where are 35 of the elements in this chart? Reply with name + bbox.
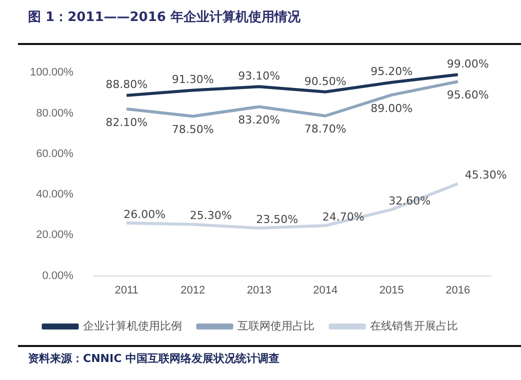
data-label: 93.10% [238, 69, 280, 82]
y-tick-label: 20.00% [36, 229, 74, 242]
data-label: 91.30% [172, 73, 214, 86]
legend-label: 互联网使用占比 [237, 320, 314, 333]
y-tick-label: 0.00% [42, 270, 74, 282]
x-tick-label: 2012 [180, 284, 206, 296]
data-label: 78.70% [304, 122, 346, 136]
data-label: 82.10% [106, 116, 148, 129]
legend-label: 企业计算机使用比例 [82, 320, 182, 333]
data-label: 95.20% [370, 65, 413, 78]
data-label: 90.50% [304, 74, 346, 88]
x-tick-label: 2014 [313, 284, 338, 296]
data-label: 24.70% [322, 210, 364, 224]
data-label: 88.80% [106, 78, 148, 92]
y-tick-label: 40.00% [36, 188, 74, 201]
x-tick-label: 2011 [114, 284, 138, 296]
text: 资料来源：CNNIC 中国互联网络发展状况统计调查 [28, 351, 280, 366]
data-label: 23.50% [256, 212, 298, 226]
y-tick-label: 60.00% [36, 148, 74, 160]
data-label: 26.00% [124, 208, 166, 221]
data-label: 78.50% [172, 123, 214, 136]
y-tick-label: 100.00% [30, 66, 74, 79]
data-label: 45.30% [464, 168, 507, 182]
x-tick-label: 2013 [246, 284, 272, 296]
x-tick-label: 2016 [446, 284, 470, 296]
data-label: 32.60% [388, 194, 431, 208]
chart-title: 图 1：2011——2016 年企业计算机使用情况 [28, 9, 300, 26]
data-label: 99.00% [446, 57, 489, 70]
data-label: 83.20% [238, 114, 280, 127]
x-tick-label: 2015 [379, 284, 404, 296]
y-tick-label: 80.00% [36, 107, 74, 120]
data-label: 89.00% [370, 102, 413, 115]
legend-label: 在线销售开展占比 [370, 320, 458, 333]
data-label: 25.30% [190, 209, 232, 222]
data-label: 95.60% [446, 88, 489, 102]
